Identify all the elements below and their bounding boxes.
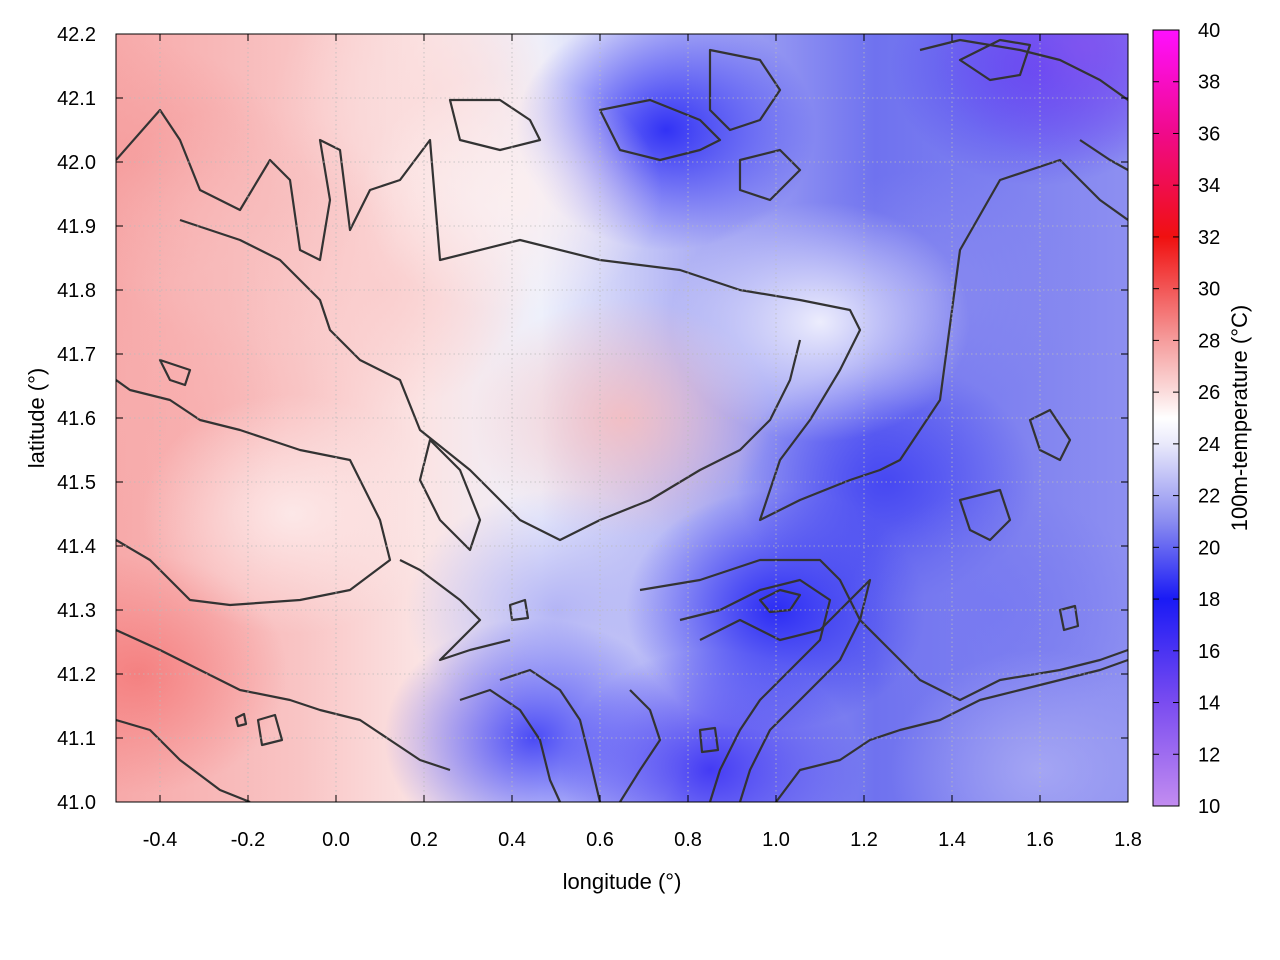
y-tick-label: 42.0 xyxy=(57,152,96,174)
x-tick-label: 0.4 xyxy=(498,829,526,851)
contour-line xyxy=(958,488,1012,542)
heatmap-field-blobs xyxy=(116,34,1128,802)
colorbar-tick-label: 22 xyxy=(1198,486,1220,508)
contour-line xyxy=(116,718,251,802)
colorbar-tick-label: 38 xyxy=(1198,72,1220,94)
field-sample-blob xyxy=(934,34,1128,167)
y-axis-label: latitude (°) xyxy=(24,368,49,469)
contour-line xyxy=(499,668,602,802)
x-tick-label: 0.6 xyxy=(586,829,614,851)
x-axis-label: longitude (°) xyxy=(563,869,682,894)
colorbar-tick-label: 12 xyxy=(1198,744,1220,766)
colorbar-ticks: 10 12 14 16 18 20 22 24 26 28 30 32 34 36 38 40 xyxy=(1153,20,1220,818)
y-tick-label: 42.1 xyxy=(57,88,96,110)
x-tick-label: 0.2 xyxy=(410,829,438,851)
contour-line xyxy=(758,588,802,614)
x-tick-label: 1.8 xyxy=(1114,829,1142,851)
y-tick-label: 42.2 xyxy=(57,24,96,46)
contour-line xyxy=(679,578,832,802)
contour-line xyxy=(158,358,192,387)
contour-line xyxy=(619,689,662,802)
y-tick-label: 41.0 xyxy=(57,792,96,814)
contour-line xyxy=(234,712,248,728)
colorbar-tick-label: 26 xyxy=(1198,382,1220,404)
colorbar-tick-label: 28 xyxy=(1198,330,1220,352)
contour-line xyxy=(1079,139,1128,171)
y-tick-label: 41.8 xyxy=(57,280,96,302)
field-sample-blob xyxy=(890,650,1128,802)
x-tick-label: -0.4 xyxy=(143,829,177,851)
colorbar-tick-label: 18 xyxy=(1198,589,1220,611)
contour-line xyxy=(116,379,392,607)
x-tick-label: 0.8 xyxy=(674,829,702,851)
field-sample-blob xyxy=(142,394,442,634)
contour-line xyxy=(1028,408,1072,462)
colorbar-gradient xyxy=(1152,29,1180,807)
colorbar-tick-label: 20 xyxy=(1198,537,1220,559)
contour-line xyxy=(775,658,1128,802)
colorbar-tick-label: 10 xyxy=(1198,796,1220,818)
contour-line xyxy=(708,48,782,132)
colorbar-label: 100m-temperature (°C) xyxy=(1227,305,1252,531)
contour-line xyxy=(738,148,802,202)
contour-line xyxy=(116,628,451,772)
colorbar-tick-label: 24 xyxy=(1198,434,1220,456)
x-tick-label: 1.6 xyxy=(1026,829,1054,851)
field-sample-blob xyxy=(670,202,970,442)
contour-line xyxy=(598,98,722,162)
contour-line xyxy=(179,218,802,542)
y-tick-label: 41.7 xyxy=(57,344,96,366)
x-tick-label: 1.2 xyxy=(850,829,878,851)
contour-line xyxy=(699,578,872,802)
contour-line xyxy=(508,598,530,622)
x-tick-label: 1.0 xyxy=(762,829,790,851)
colorbar-tick-label: 30 xyxy=(1198,279,1220,301)
colorbar-tick-label: 32 xyxy=(1198,227,1220,249)
plot-area xyxy=(116,34,1128,802)
y-tick-label: 41.6 xyxy=(57,408,96,430)
y-tick-label: 41.1 xyxy=(57,728,96,750)
field-sample-blob xyxy=(362,74,662,314)
contour-lines xyxy=(116,38,1128,802)
y-tick-label: 41.5 xyxy=(57,472,96,494)
contour-line xyxy=(1058,604,1080,632)
y-tick-label: 41.3 xyxy=(57,600,96,622)
x-tick-label: -0.2 xyxy=(231,829,265,851)
contour-line xyxy=(399,559,511,662)
contour-line xyxy=(459,688,562,802)
contour-line xyxy=(418,438,482,552)
contour-line xyxy=(639,558,1128,702)
colorbar: 10 12 14 16 18 20 22 24 26 28 30 32 34 36 38 40 100m-te… xyxy=(1152,20,1252,818)
colorbar-tick-label: 40 xyxy=(1198,20,1220,42)
colorbar-tick-label: 34 xyxy=(1198,175,1220,197)
contour-line xyxy=(958,38,1032,82)
grid-lines xyxy=(116,34,1128,802)
colorbar-tick-label: 16 xyxy=(1198,641,1220,663)
y-axis-ticks: 41.0 41.1 41.2 41.3 41.4 41.5 41.6 41.7 41.8 41.9… xyxy=(57,24,1128,814)
contour-line xyxy=(256,713,284,747)
contour-line xyxy=(116,108,1128,522)
contour-line xyxy=(698,726,720,754)
contour-line xyxy=(448,98,542,152)
colorbar-tick-label: 36 xyxy=(1198,123,1220,145)
x-axis-ticks: -0.4 -0.2 0.0 0.2 0.4 0.6 0.8 1.0 1.2 1.4 1.6 1.8 xyxy=(143,34,1142,851)
y-tick-label: 41.4 xyxy=(57,536,96,558)
colorbar-tick-label: 14 xyxy=(1198,693,1220,715)
x-tick-label: 1.4 xyxy=(938,829,966,851)
x-tick-label: 0.0 xyxy=(322,829,350,851)
contour-line xyxy=(919,38,1128,101)
y-tick-label: 41.9 xyxy=(57,216,96,238)
y-tick-label: 41.2 xyxy=(57,664,96,686)
